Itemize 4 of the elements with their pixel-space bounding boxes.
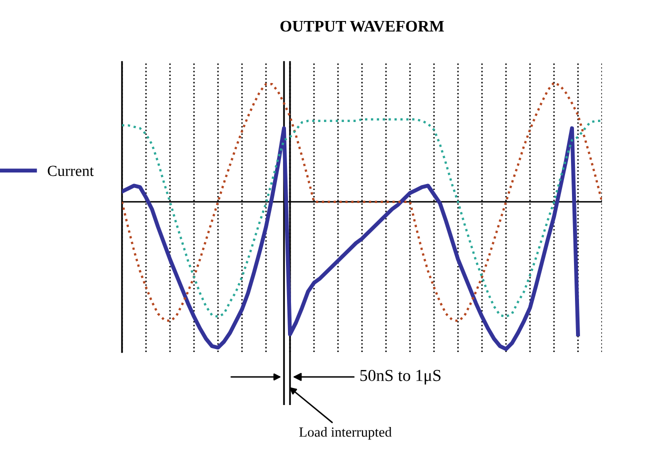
text: 50nS to 1μS — [360, 370, 441, 384]
legend-label: Current — [48, 166, 94, 176]
text: Load interrupted — [299, 427, 392, 440]
chart-title: OUTPUT WAVEFORM — [280, 20, 444, 32]
